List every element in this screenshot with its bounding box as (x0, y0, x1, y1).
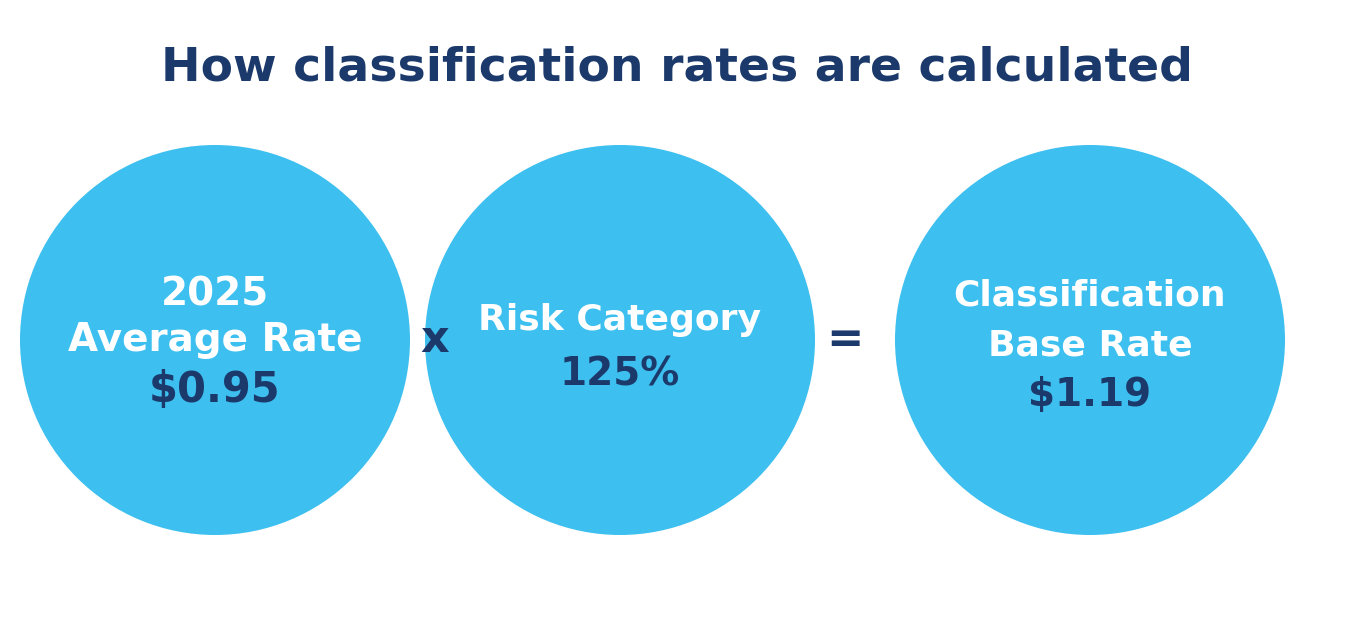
Text: $0.95: $0.95 (149, 369, 280, 411)
Text: Classification: Classification (953, 278, 1227, 312)
Circle shape (895, 145, 1285, 535)
Text: 125%: 125% (559, 356, 680, 394)
Text: How classification rates are calculated: How classification rates are calculated (161, 46, 1193, 91)
Circle shape (425, 145, 815, 535)
Text: Risk Category: Risk Category (478, 303, 761, 337)
Text: Base Rate: Base Rate (987, 328, 1193, 362)
Text: =: = (826, 319, 864, 361)
Text: Average Rate: Average Rate (68, 321, 363, 359)
Text: x: x (421, 319, 450, 361)
Circle shape (20, 145, 410, 535)
Text: 2025: 2025 (161, 276, 269, 314)
Text: $1.19: $1.19 (1029, 376, 1151, 414)
